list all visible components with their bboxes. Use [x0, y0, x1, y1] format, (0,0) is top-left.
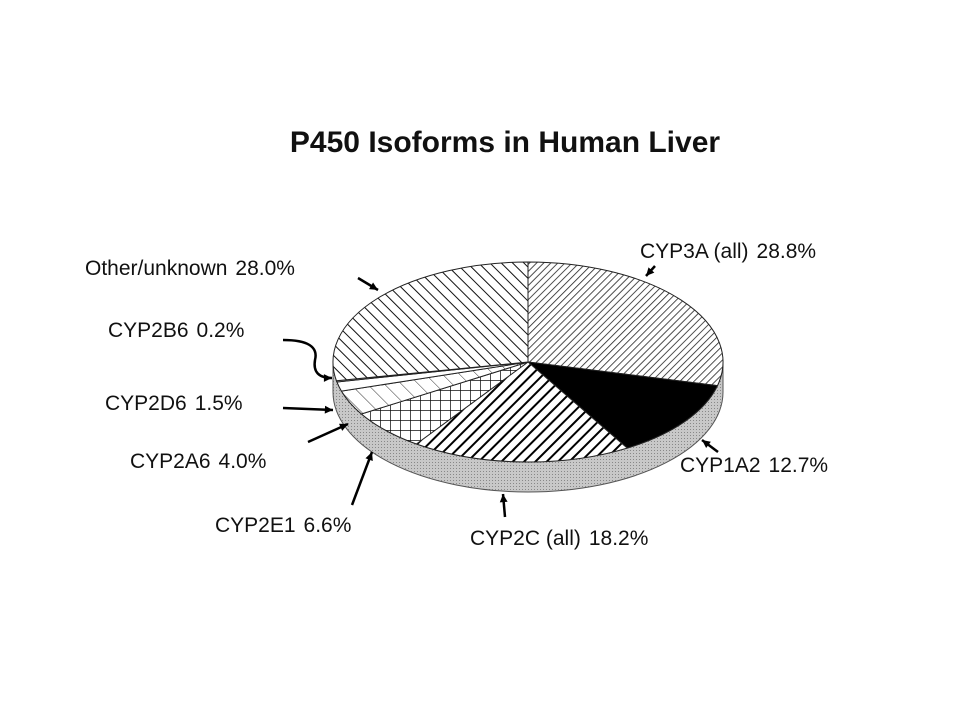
category-label: Other/unknown — [85, 257, 227, 280]
arrow-head — [499, 494, 508, 503]
pie-slice — [332, 261, 529, 382]
slice-label: CYP2B6 0.2% — [108, 319, 244, 342]
chart-title: P450 Isoforms in Human Liver — [290, 126, 720, 159]
category-label: CYP2B6 — [108, 319, 189, 342]
category-label: CYP2A6 — [130, 450, 211, 473]
value-label: 6.6% — [304, 514, 352, 537]
label-arrow — [282, 406, 334, 412]
arrow-head — [702, 440, 711, 448]
pie-slice — [526, 361, 719, 449]
category-label: CYP2D6 — [105, 392, 187, 415]
category-label: CYP2E1 — [215, 514, 296, 537]
pie-slice — [415, 361, 629, 463]
value-label: 18.2% — [589, 527, 649, 550]
arrow-head — [324, 405, 333, 414]
arrow-head — [365, 452, 373, 461]
value-label: 12.7% — [769, 454, 829, 477]
arrow-head — [369, 282, 378, 290]
slice-label: CYP1A2 12.7% — [680, 454, 828, 477]
value-label: 4.0% — [219, 450, 267, 473]
slice-label: Other/unknown 28.0% — [85, 257, 295, 280]
slice-label: CYP3A (all) 28.8% — [640, 240, 816, 263]
category-label: CYP3A (all) — [640, 240, 749, 263]
arrow-head — [339, 423, 348, 431]
label-arrow — [350, 451, 374, 506]
slice-label: CYP2D6 1.5% — [105, 392, 243, 415]
arrow-head — [646, 267, 655, 276]
slice-label: CYP2C (all) 18.2% — [470, 527, 648, 550]
category-label: CYP1A2 — [680, 454, 761, 477]
value-label: 28.0% — [235, 257, 295, 280]
arrow-head — [323, 374, 332, 382]
label-arrow — [282, 338, 333, 380]
value-label: 0.2% — [197, 319, 245, 342]
category-label: CYP2C (all) — [470, 527, 581, 550]
slice-label: CYP2A6 4.0% — [130, 450, 266, 473]
value-label: 1.5% — [195, 392, 243, 415]
pie-slice — [527, 261, 724, 387]
slice-label: CYP2E1 6.6% — [215, 514, 351, 537]
value-label: 28.8% — [757, 240, 817, 263]
